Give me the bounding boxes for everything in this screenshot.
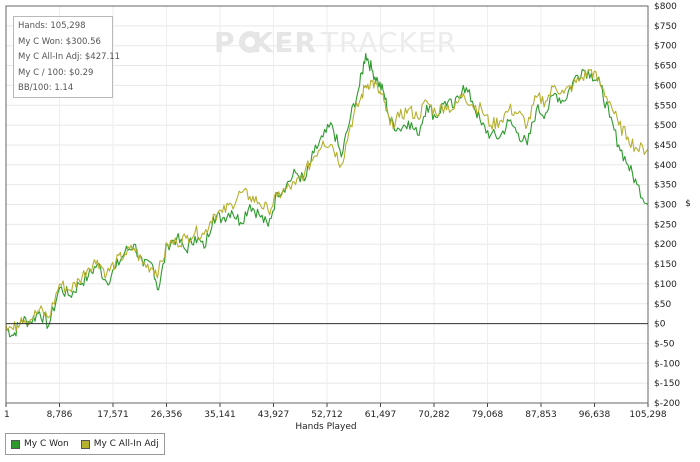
- x-tick-label: 26,356: [151, 410, 183, 420]
- grid: [5, 5, 649, 404]
- legend-swatch-allin-adj: [80, 439, 90, 449]
- legend-item-won[interactable]: My C Won: [11, 439, 69, 449]
- series-line-0: [5, 53, 649, 338]
- legend: My C Won My C All-In Adj: [5, 433, 165, 455]
- x-tick-label: 8,786: [47, 410, 73, 420]
- y-tick-label: $800: [654, 2, 677, 12]
- y-tick-label: $-50: [654, 339, 675, 349]
- y-tick-label: $450: [654, 141, 677, 151]
- y-tick-label: $650: [654, 62, 677, 72]
- series-line-1: [5, 68, 649, 332]
- x-tick-label: 61,497: [365, 410, 397, 420]
- watermark: P KER TRACKER: [214, 26, 457, 59]
- y-tick-label: $300: [654, 201, 677, 211]
- x-tick-label: 52,712: [311, 410, 343, 420]
- plot-border: [5, 5, 649, 404]
- stat-allin-adj: My C All-In Adj: $427.11: [18, 52, 121, 62]
- y-tick-label: $750: [654, 22, 677, 32]
- y-tick-label: $500: [654, 121, 677, 131]
- x-axis-title: Hands Played: [295, 422, 356, 432]
- y-tick-label: $700: [654, 42, 677, 52]
- series-lines: [5, 53, 649, 338]
- y-tick-label: $0: [654, 320, 666, 330]
- x-tick-label: 17,571: [97, 410, 129, 420]
- y-tick-label: $-200: [654, 399, 680, 409]
- legend-label-allin-adj: My C All-In Adj: [93, 439, 159, 449]
- y-tick-label: $100: [654, 280, 677, 290]
- y-axis-title: $: [685, 199, 691, 209]
- x-tick-label: 43,927: [258, 410, 290, 420]
- watermark-text: P KER TRACKER: [214, 26, 457, 59]
- x-tick-label: 96,638: [579, 410, 611, 420]
- y-tick-label: $600: [654, 81, 677, 91]
- x-tick-label: 105,298: [629, 410, 666, 420]
- stat-bb-100: BB/100: 1.14: [18, 83, 74, 93]
- y-tick-label: $350: [654, 181, 677, 191]
- legend-swatch-won: [11, 439, 20, 449]
- legend-item-allin-adj[interactable]: My C All-In Adj: [80, 439, 159, 449]
- axes: $800 $750 $700 $650 $600 $550 $500 $450 $400 $350…: [4, 2, 680, 420]
- stats-box: Hands: 105,298 My C Won: $300.56 My C Al…: [13, 16, 121, 98]
- y-tick-label: $50: [654, 300, 671, 310]
- y-tick-label: $-150: [654, 379, 680, 389]
- y-tick-label: $250: [654, 220, 677, 230]
- x-tick-label: 87,853: [525, 410, 557, 420]
- x-tick-label: 1: [4, 410, 10, 420]
- x-tick-label: 79,068: [472, 410, 504, 420]
- stat-hands: Hands: 105,298: [18, 21, 86, 31]
- stat-per-100: My C / 100: $0.29: [18, 67, 94, 78]
- y-tick-label: $-100: [654, 359, 680, 369]
- poker-chip-center: [245, 37, 255, 47]
- y-tick-label: $550: [654, 101, 677, 111]
- x-tick-label: 35,141: [204, 410, 236, 420]
- y-tick-label: $400: [654, 161, 677, 171]
- y-tick-label: $200: [654, 240, 677, 250]
- y-tick-label: $150: [654, 260, 677, 270]
- legend-label-won: My C Won: [24, 439, 69, 449]
- stat-won: My C Won: $300.56: [18, 36, 101, 47]
- x-tick-label: 70,282: [418, 410, 450, 420]
